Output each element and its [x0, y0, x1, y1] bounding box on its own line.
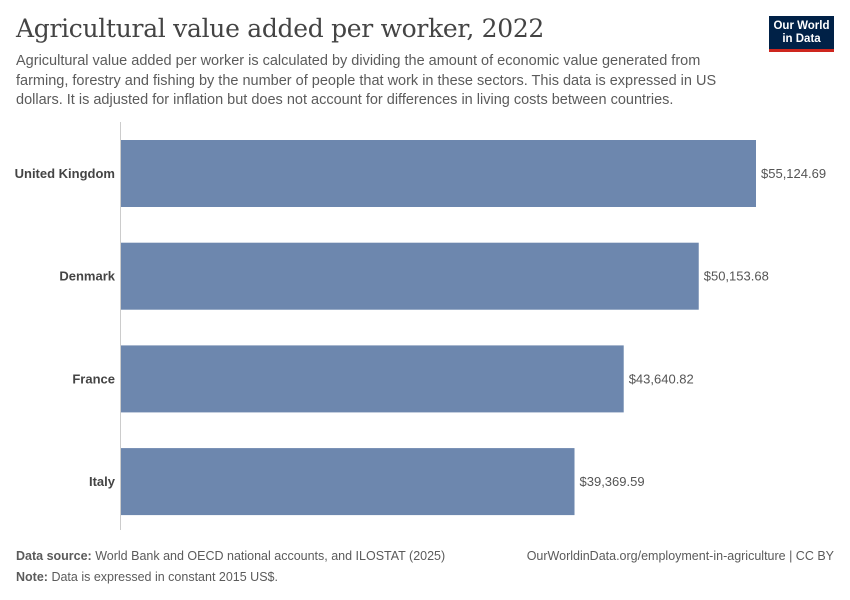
- bar[interactable]: [121, 140, 756, 207]
- data-source-link[interactable]: World Bank and OECD national accounts, a…: [95, 549, 446, 563]
- logo-line-2: in Data: [782, 32, 821, 45]
- chart-note: Note: Data is expressed in constant 2015…: [16, 570, 278, 584]
- bar[interactable]: [121, 345, 624, 413]
- logo-line-1: Our World: [773, 19, 830, 32]
- source-url-link[interactable]: OurWorldinData.org/employment-in-agricul…: [526, 549, 834, 563]
- data-label: $43,640.82: [629, 371, 694, 386]
- note-label: Note:: [16, 570, 48, 584]
- category-label: France: [72, 371, 115, 386]
- category-label: Italy: [89, 474, 116, 489]
- bar-chart: United Kingdom $55,124.69 Denmark $50,153.6…: [15, 122, 826, 530]
- bar[interactable]: [121, 242, 699, 310]
- owid-logo[interactable]: Our World in Data: [769, 16, 834, 52]
- data-label: $55,124.69: [761, 166, 826, 181]
- data-label: $50,153.68: [704, 269, 769, 284]
- category-label: Denmark: [59, 269, 115, 284]
- data-source-label: Data source:: [16, 549, 92, 563]
- note-text: Data is expressed in constant 2015 US$.: [51, 570, 278, 584]
- bar[interactable]: [121, 448, 575, 516]
- data-source: Data source: World Bank and OECD nationa…: [16, 549, 445, 563]
- chart-title: Agricultural value added per worker, 202…: [16, 14, 545, 43]
- category-label: United Kingdom: [15, 166, 115, 181]
- chart-subtitle: Agricultural value added per worker is c…: [16, 53, 717, 108]
- data-label: $39,369.59: [580, 474, 645, 489]
